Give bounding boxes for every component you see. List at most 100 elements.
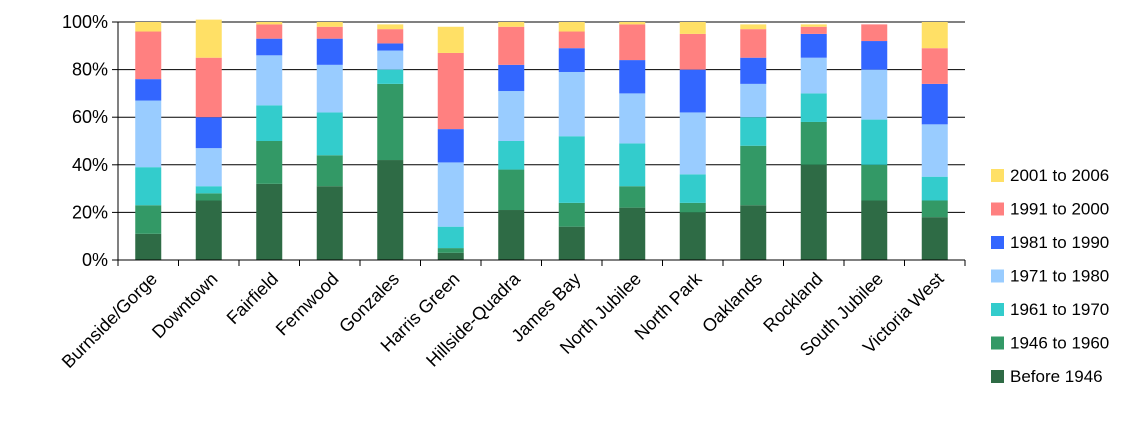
bar-segment — [679, 22, 706, 34]
bar-segment — [740, 145, 767, 206]
bar-segment — [377, 69, 404, 84]
bar-segment — [740, 205, 767, 260]
legend-swatch — [991, 303, 1004, 316]
y-tick-label: 40% — [72, 155, 108, 175]
legend-swatch — [991, 236, 1004, 249]
y-axis: 0% 20% 40% 60% 80% 100% — [62, 12, 119, 270]
bar-segment — [740, 57, 767, 84]
bar-segment — [740, 117, 767, 146]
bar-segment — [195, 148, 222, 187]
bar-segment — [135, 22, 162, 32]
bar-segment — [679, 69, 706, 113]
bar-segment — [256, 105, 283, 141]
bar-segment — [558, 22, 585, 32]
bar-segment — [619, 186, 646, 208]
bar-segment — [921, 48, 948, 84]
bar-segment — [437, 162, 464, 227]
bar-segment — [861, 119, 888, 165]
y-tick-label: 20% — [72, 202, 108, 222]
bar-segment — [195, 186, 222, 194]
bar-segment — [195, 19, 222, 58]
bar-segment — [195, 193, 222, 201]
legend-swatch — [991, 370, 1004, 383]
bar-segment — [921, 83, 948, 125]
legend-swatch — [991, 169, 1004, 182]
bar-segment — [256, 22, 283, 25]
bar-segment — [679, 202, 706, 213]
legend-label: 1991 to 2000 — [1010, 200, 1109, 219]
bar-segment — [377, 83, 404, 161]
legend: 2001 to 2006 1991 to 2000 1981 to 1990 1971… — [991, 166, 1109, 386]
bar-segment — [498, 141, 525, 170]
category-label: Burnside/Gorge — [58, 269, 161, 372]
legend-label: 1946 to 1960 — [1010, 334, 1109, 353]
bar-segment — [316, 26, 343, 39]
bar-segment — [800, 33, 827, 58]
bar-segment — [498, 26, 525, 65]
bar-segment — [316, 155, 343, 187]
bar-segment — [135, 79, 162, 101]
category-label: North Park — [631, 268, 707, 344]
bar-segment — [437, 129, 464, 163]
legend-label: 1981 to 1990 — [1010, 233, 1109, 252]
bar-segment — [316, 38, 343, 65]
bar-segment — [558, 202, 585, 227]
legend-label: Before 1946 — [1010, 367, 1103, 386]
bar-segment — [437, 252, 464, 260]
bar-segment — [498, 210, 525, 260]
y-tick-label: 60% — [72, 107, 108, 127]
bar-segment — [437, 248, 464, 253]
bar-segment — [195, 117, 222, 149]
legend-label: 1971 to 1980 — [1010, 267, 1109, 286]
bar-segment — [377, 29, 404, 44]
category-label: Fernwood — [272, 269, 343, 340]
bar-segment — [316, 186, 343, 260]
y-tick-label: 0% — [82, 250, 108, 270]
bar-segment — [316, 64, 343, 113]
bar-segment — [558, 71, 585, 137]
bar-segment — [921, 22, 948, 49]
bar-segment — [800, 93, 827, 122]
bar-segment — [619, 24, 646, 61]
bar-segment — [679, 112, 706, 175]
y-tick-label: 80% — [72, 60, 108, 80]
bar-segment — [740, 24, 767, 30]
bars — [135, 19, 948, 260]
bar-segment — [437, 226, 464, 249]
bar-segment — [619, 22, 646, 25]
bar-segment — [861, 69, 888, 120]
bar-segment — [740, 83, 767, 118]
bar-segment — [558, 48, 585, 72]
bar-segment — [498, 64, 525, 92]
bar-segment — [437, 52, 464, 130]
legend-label: 1961 to 1970 — [1010, 300, 1109, 319]
bar-segment — [558, 31, 585, 49]
legend-swatch — [991, 336, 1004, 350]
bar-segment — [256, 24, 283, 39]
bar-segment — [800, 24, 827, 27]
bar-segment — [861, 200, 888, 260]
bar-segment — [800, 26, 827, 34]
category-label: Oaklands — [698, 269, 766, 337]
bar-segment — [679, 212, 706, 260]
bar-segment — [498, 22, 525, 27]
bar-segment — [558, 136, 585, 203]
bar-segment — [377, 43, 404, 51]
bar-segment — [679, 33, 706, 70]
legend-label: 2001 to 2006 — [1010, 166, 1109, 185]
bar-segment — [619, 60, 646, 94]
bar-segment — [256, 141, 283, 184]
bar-segment — [861, 41, 888, 70]
bar-segment — [256, 55, 283, 106]
bar-segment — [558, 226, 585, 260]
bar-segment — [619, 143, 646, 187]
legend-swatch — [991, 269, 1004, 283]
bar-segment — [861, 24, 888, 42]
bar-segment — [195, 200, 222, 260]
bar-segment — [921, 200, 948, 218]
bar-segment — [498, 169, 525, 211]
bar-segment — [498, 91, 525, 141]
bar-segment — [921, 176, 948, 201]
bar-segment — [377, 50, 404, 70]
